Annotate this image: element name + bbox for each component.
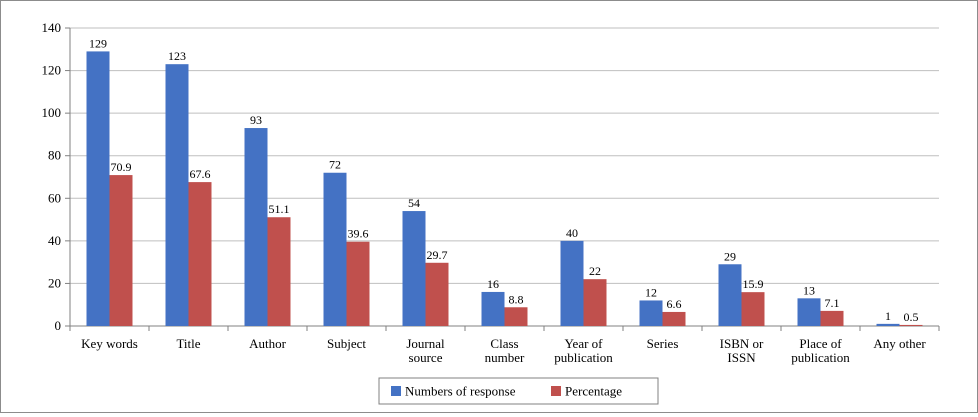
data-label-percentage: 39.6 bbox=[348, 227, 369, 241]
bar-percentage bbox=[346, 241, 370, 326]
data-label-percentage: 70.9 bbox=[111, 160, 132, 174]
legend-swatch-responses bbox=[391, 386, 401, 396]
data-label-responses: 93 bbox=[250, 113, 262, 127]
data-label-percentage: 67.6 bbox=[190, 167, 211, 181]
bar-responses bbox=[639, 300, 663, 326]
bar-responses bbox=[876, 323, 900, 326]
data-label-responses: 129 bbox=[89, 36, 107, 50]
category-label: Title bbox=[176, 336, 200, 351]
data-label-responses: 13 bbox=[803, 283, 815, 297]
bar-responses bbox=[323, 172, 347, 326]
data-label-responses: 72 bbox=[329, 158, 341, 172]
category-label-line: Journal bbox=[406, 336, 445, 351]
category-label-line: Key words bbox=[81, 336, 138, 351]
legend: Numbers of response Percentage bbox=[378, 377, 659, 405]
bar-responses bbox=[402, 211, 426, 326]
bar-responses bbox=[86, 51, 110, 327]
category-label: Any other bbox=[873, 336, 926, 351]
category-label: Place of publication bbox=[791, 336, 850, 365]
y-tick-label: 40 bbox=[48, 233, 61, 248]
bar-responses bbox=[797, 298, 821, 326]
data-label-percentage: 6.6 bbox=[667, 297, 682, 311]
bar-responses bbox=[165, 64, 189, 326]
legend-label-percentage: Percentage bbox=[565, 384, 622, 399]
category-label-line: source bbox=[409, 350, 443, 365]
category-label: Year of publication bbox=[554, 336, 613, 365]
bar-percentage bbox=[425, 262, 449, 326]
data-label-responses: 12 bbox=[645, 285, 657, 299]
category-label-line: publication bbox=[791, 350, 850, 365]
category-label: Author bbox=[249, 336, 287, 351]
category-label: Series bbox=[647, 336, 679, 351]
category-label: Class number bbox=[485, 336, 525, 365]
bar-responses bbox=[560, 240, 584, 326]
category-label-line: Class bbox=[490, 336, 518, 351]
bar-responses bbox=[244, 128, 268, 326]
y-tick-label: 20 bbox=[48, 275, 61, 290]
category-label: Subject bbox=[327, 336, 366, 351]
bar-percentage bbox=[583, 279, 607, 326]
bar-percentage bbox=[504, 307, 528, 326]
data-label-percentage: 51.1 bbox=[269, 202, 290, 216]
category-label: ISBN or ISSN bbox=[720, 336, 764, 365]
data-label-percentage: 15.9 bbox=[743, 277, 764, 291]
category-label-line: ISBN or bbox=[720, 336, 764, 351]
category-label-line: publication bbox=[554, 350, 613, 365]
bar-responses bbox=[718, 264, 742, 326]
category-label: Key words bbox=[81, 336, 138, 351]
bar-responses bbox=[481, 291, 505, 326]
category-label: Journal source bbox=[406, 336, 445, 365]
y-tick-label: 80 bbox=[48, 148, 61, 163]
category-label-line: ISSN bbox=[727, 350, 756, 365]
gridlines bbox=[70, 27, 939, 284]
y-tick-label: 0 bbox=[55, 318, 62, 333]
legend-box bbox=[378, 377, 659, 405]
y-tick-label: 60 bbox=[48, 190, 61, 205]
bars bbox=[86, 51, 923, 327]
category-label-line: Year of bbox=[564, 336, 603, 351]
data-label-percentage: 0.5 bbox=[904, 310, 919, 324]
bar-percentage bbox=[109, 175, 133, 326]
category-label-line: Place of bbox=[799, 336, 842, 351]
data-label-responses: 16 bbox=[487, 277, 499, 291]
legend-swatch-percentage bbox=[551, 386, 561, 396]
category-label-line: number bbox=[485, 350, 525, 365]
data-label-percentage: 8.8 bbox=[509, 292, 524, 306]
bar-percentage bbox=[820, 310, 844, 326]
legend-label-responses: Numbers of response bbox=[405, 384, 516, 399]
data-label-responses: 123 bbox=[168, 49, 186, 63]
data-label-responses: 40 bbox=[566, 226, 578, 240]
y-tick-label: 140 bbox=[42, 20, 62, 35]
data-label-percentage: 22 bbox=[589, 264, 601, 278]
category-label-line: Title bbox=[176, 336, 200, 351]
data-label-percentage: 7.1 bbox=[825, 296, 840, 310]
data-label-responses: 29 bbox=[724, 249, 736, 263]
data-label-percentage: 29.7 bbox=[427, 248, 448, 262]
bar-percentage bbox=[662, 311, 686, 326]
category-label-line: Author bbox=[249, 336, 287, 351]
data-label-responses: 1 bbox=[885, 309, 891, 323]
data-labels: 129 123 93 72 54 16 40 12 29 13 1 70.9 67.6 51.1 39.6 2… bbox=[89, 36, 919, 324]
bar-percentage bbox=[741, 292, 765, 326]
y-tick-label: 100 bbox=[42, 105, 62, 120]
category-label-line: Series bbox=[647, 336, 679, 351]
bar-percentage bbox=[188, 182, 212, 326]
bar-percentage bbox=[899, 324, 923, 326]
category-label-line: Any other bbox=[873, 336, 926, 351]
category-label-line: Subject bbox=[327, 336, 366, 351]
data-label-responses: 54 bbox=[408, 196, 420, 210]
y-tick-label: 120 bbox=[42, 63, 62, 78]
bar-percentage bbox=[267, 217, 291, 326]
